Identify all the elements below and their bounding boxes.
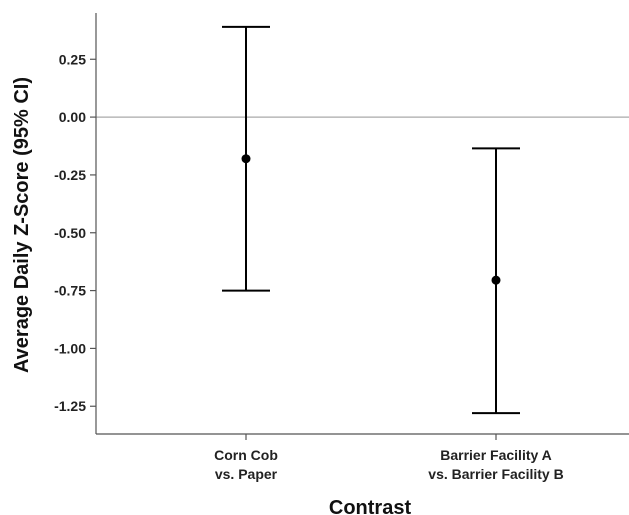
point-estimate bbox=[241, 154, 251, 164]
y-tick-label: -0.25 bbox=[54, 167, 86, 183]
x-tick-label: Corn Cob vs. Paper bbox=[214, 447, 278, 482]
y-tick-label: 0.25 bbox=[59, 51, 86, 67]
y-tick-label: -1.25 bbox=[54, 398, 86, 414]
y-tick-label: -0.50 bbox=[54, 225, 86, 241]
x-axis-title: Contrast bbox=[329, 497, 412, 515]
y-tick-label: 0.00 bbox=[59, 109, 86, 125]
point-estimate bbox=[491, 275, 501, 285]
y-axis-title: Average Daily Z-Score (95% CI) bbox=[11, 77, 33, 373]
y-tick-label: -0.75 bbox=[54, 283, 86, 299]
y-tick-label: -1.00 bbox=[54, 340, 86, 356]
